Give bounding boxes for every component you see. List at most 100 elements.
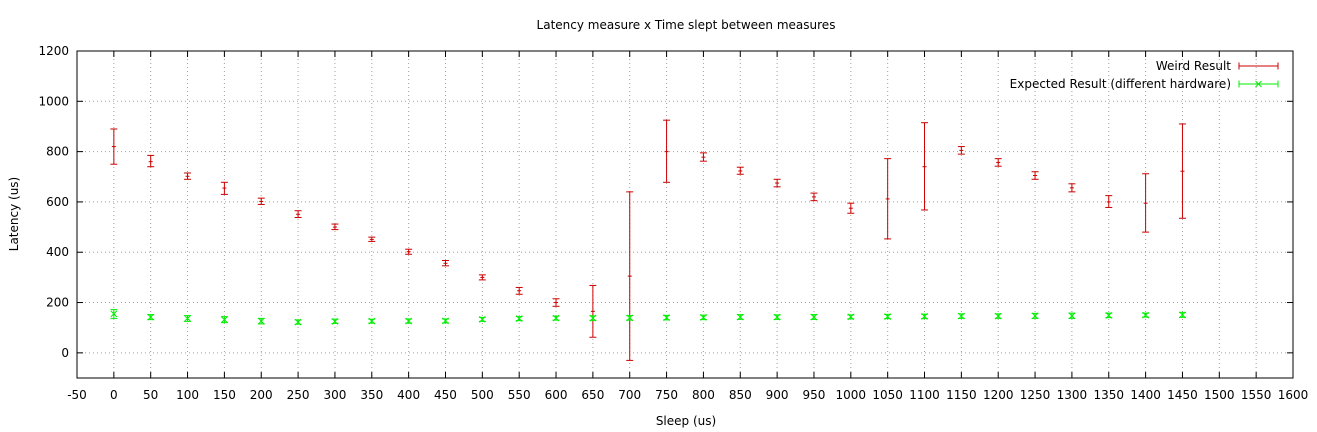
x-tick-label: -50 bbox=[67, 388, 87, 402]
data-point bbox=[147, 313, 155, 321]
x-tick-label: 950 bbox=[803, 388, 826, 402]
data-point bbox=[552, 314, 560, 322]
legend-label-weird: Weird Result bbox=[1156, 59, 1231, 73]
legend-sample-weird bbox=[1238, 62, 1279, 70]
point-marker bbox=[552, 314, 560, 322]
y-tick-label: 200 bbox=[46, 296, 69, 310]
x-tick-label: 850 bbox=[729, 388, 752, 402]
point-marker bbox=[1031, 312, 1039, 320]
x-tick-label: 650 bbox=[581, 388, 604, 402]
data-point bbox=[515, 315, 523, 322]
x-tick-label: 1450 bbox=[1167, 388, 1198, 402]
x-tick-label: 550 bbox=[508, 388, 531, 402]
legend-sample-expected bbox=[1238, 80, 1279, 88]
data-point bbox=[810, 313, 818, 321]
y-tick-label: 400 bbox=[46, 245, 69, 259]
data-point bbox=[921, 313, 929, 320]
series-expected-result bbox=[110, 309, 1186, 326]
point-marker bbox=[368, 317, 376, 325]
plot-frame bbox=[76, 50, 1294, 379]
x-tick-label: 750 bbox=[655, 388, 678, 402]
x-tick-label: 200 bbox=[250, 388, 273, 402]
data-point bbox=[405, 317, 413, 325]
data-point bbox=[699, 152, 707, 162]
data-point bbox=[884, 158, 892, 240]
data-point bbox=[1105, 195, 1113, 208]
legend-marker bbox=[1255, 80, 1262, 88]
data-point bbox=[405, 248, 413, 255]
y-tick-label: 0 bbox=[61, 346, 69, 360]
x-tick-label: 0 bbox=[110, 388, 118, 402]
x-tick-label: 300 bbox=[323, 388, 346, 402]
data-point bbox=[847, 313, 855, 321]
data-point bbox=[1068, 183, 1076, 193]
data-point bbox=[294, 318, 302, 326]
series-layer bbox=[110, 119, 1186, 361]
x-tick-label: 1400 bbox=[1130, 388, 1161, 402]
data-point bbox=[478, 274, 486, 281]
x-tick-label: 900 bbox=[766, 388, 789, 402]
y-tick-label: 1200 bbox=[38, 44, 69, 58]
data-point bbox=[110, 128, 118, 165]
point-marker bbox=[773, 313, 781, 321]
data-point bbox=[1031, 171, 1039, 180]
point-marker bbox=[221, 316, 228, 323]
data-point bbox=[1142, 311, 1150, 319]
legend: Weird Result Expected Result (different … bbox=[1010, 59, 1279, 91]
point-marker bbox=[663, 314, 670, 321]
tick-marks bbox=[76, 50, 1294, 378]
data-point bbox=[257, 317, 265, 325]
x-tick-label: 1150 bbox=[946, 388, 977, 402]
point-marker bbox=[1068, 312, 1076, 320]
data-point bbox=[331, 223, 339, 231]
data-point bbox=[994, 312, 1002, 320]
x-tick-label: 1250 bbox=[1020, 388, 1051, 402]
x-tick-label: 450 bbox=[434, 388, 457, 402]
data-point bbox=[626, 191, 634, 361]
data-point bbox=[1031, 312, 1039, 320]
data-point bbox=[736, 313, 744, 321]
x-tick-label: 400 bbox=[397, 388, 420, 402]
x-tick-label: 1350 bbox=[1093, 388, 1124, 402]
data-point bbox=[921, 122, 929, 211]
data-point bbox=[884, 313, 892, 320]
data-point bbox=[515, 286, 523, 295]
data-point bbox=[736, 166, 744, 175]
data-point bbox=[552, 298, 560, 307]
x-tick-label: 1050 bbox=[872, 388, 903, 402]
point-marker bbox=[257, 317, 265, 325]
y-axis-label: Latency (us) bbox=[7, 177, 21, 251]
point-marker bbox=[478, 316, 486, 323]
data-point bbox=[368, 317, 376, 325]
point-marker bbox=[1179, 311, 1186, 319]
legend-label-expected: Expected Result (different hardware) bbox=[1010, 77, 1231, 91]
x-tick-label: 100 bbox=[176, 388, 199, 402]
data-point bbox=[294, 210, 302, 219]
data-point bbox=[663, 119, 671, 183]
data-point bbox=[220, 316, 228, 324]
grid bbox=[77, 51, 1293, 378]
data-point bbox=[478, 316, 486, 323]
data-point bbox=[220, 181, 228, 195]
x-tick-label: 1200 bbox=[983, 388, 1014, 402]
data-point bbox=[957, 146, 965, 155]
point-marker bbox=[884, 313, 892, 320]
data-point bbox=[1105, 312, 1113, 319]
x-tick-label: 350 bbox=[360, 388, 383, 402]
data-point bbox=[1142, 173, 1150, 233]
point-marker bbox=[700, 314, 707, 321]
x-tick-labels: -50 0 50 100 150 200 250 300 350 400 450 500 550 600 6… bbox=[67, 388, 1308, 402]
point-marker bbox=[847, 313, 855, 321]
x-tick-label: 1500 bbox=[1204, 388, 1235, 402]
data-point bbox=[589, 314, 597, 322]
x-tick-label: 1300 bbox=[1057, 388, 1088, 402]
point-marker bbox=[442, 317, 449, 325]
data-point bbox=[184, 172, 192, 180]
x-tick-label: 700 bbox=[618, 388, 641, 402]
data-point bbox=[773, 313, 781, 321]
data-point bbox=[699, 314, 707, 321]
x-axis-label: Sleep (us) bbox=[656, 414, 716, 428]
data-point bbox=[1178, 123, 1186, 219]
point-marker bbox=[921, 313, 928, 320]
data-point bbox=[773, 178, 781, 188]
